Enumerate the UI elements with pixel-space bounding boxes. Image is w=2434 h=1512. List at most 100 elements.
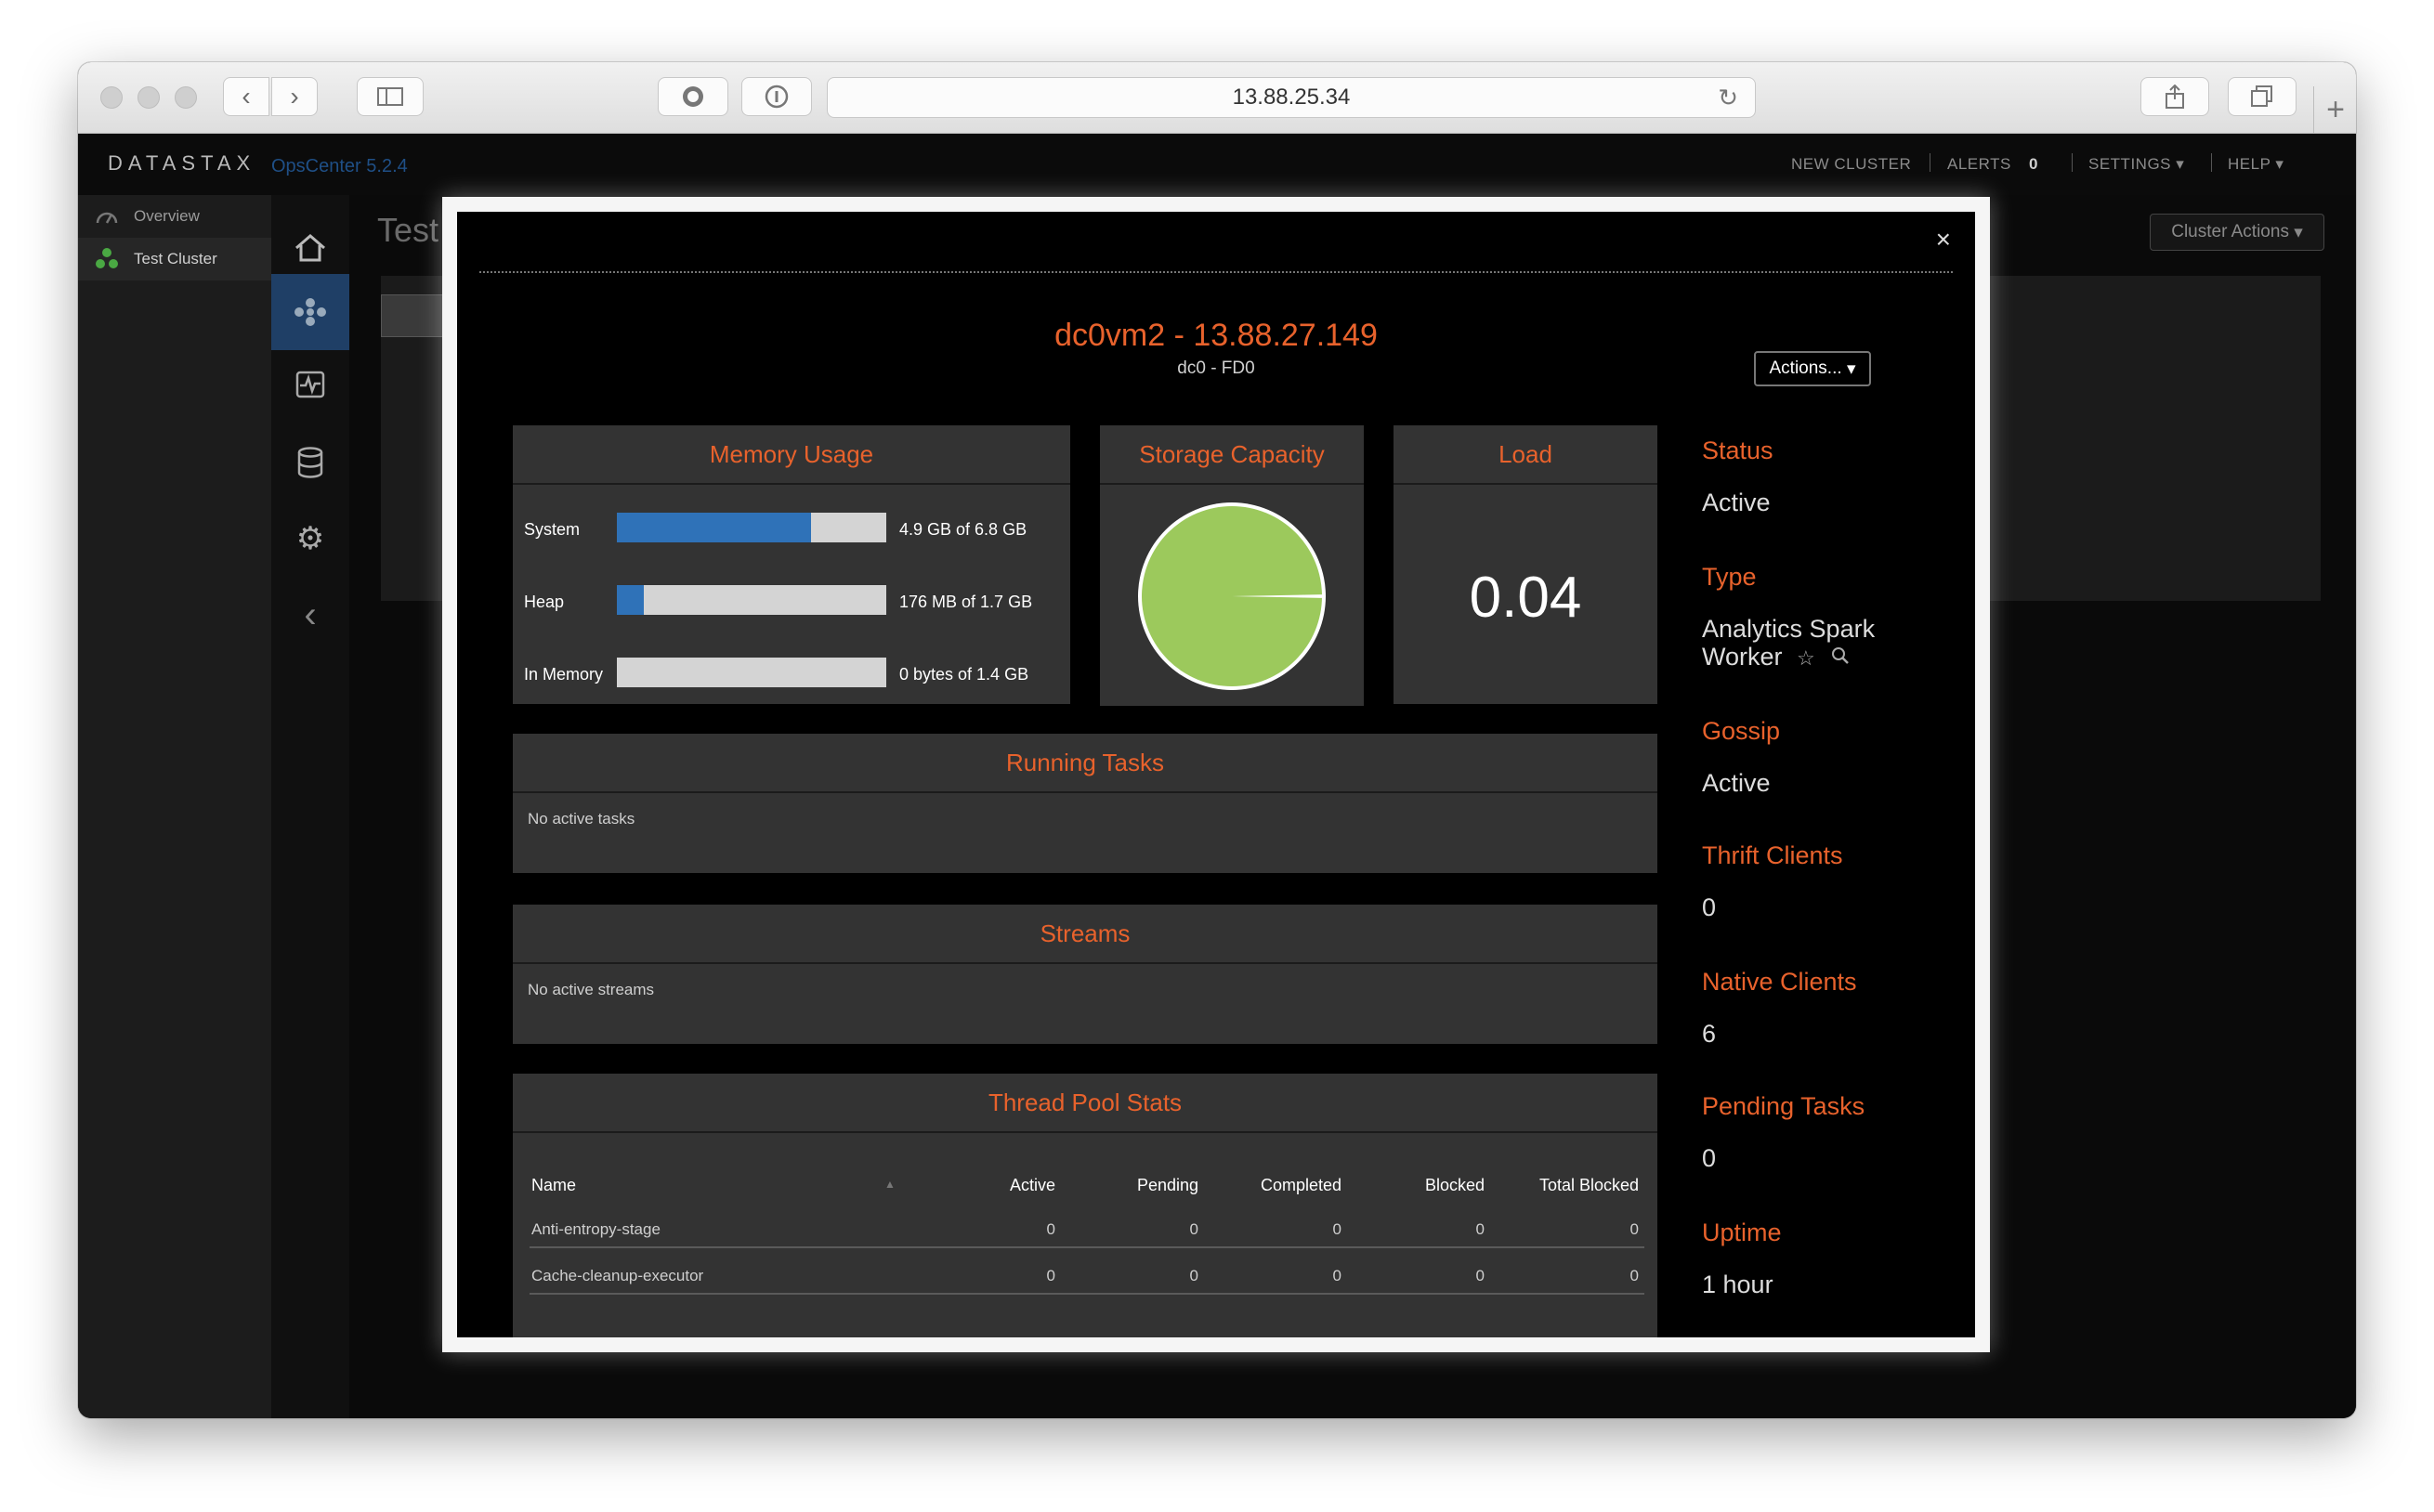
table-cell-pending: 0	[1189, 1220, 1198, 1238]
nav-help[interactable]: HELP ▾	[2228, 155, 2284, 174]
table-cell-pending: 0	[1189, 1267, 1198, 1284]
gauge-icon	[96, 212, 118, 224]
gear-icon: ⚙	[295, 521, 325, 556]
chevron-right-icon: ›	[290, 82, 299, 111]
column-header-total-blocked[interactable]: Total Blocked	[1538, 1176, 1639, 1194]
nav-divider	[2072, 153, 2073, 172]
storage-pie-chart	[1138, 502, 1326, 690]
memory-bar-fill	[617, 585, 644, 615]
uptime-value: 1 hour	[1702, 1271, 1773, 1298]
close-window-button[interactable]	[100, 86, 123, 109]
nav-help-label: HELP	[2228, 155, 2271, 173]
table-cell-active: 0	[1046, 1267, 1055, 1284]
actions-label: Actions...	[1769, 358, 1842, 378]
row-divider	[530, 1293, 1644, 1295]
alerts-count-badge: 0	[2029, 155, 2038, 173]
node-subtitle: dc0 - FD0	[1177, 358, 1255, 378]
type-value-text: Worker	[1702, 643, 1783, 671]
cluster-icon	[96, 248, 118, 268]
home-icon	[295, 234, 325, 262]
load-value: 0.04	[1469, 566, 1582, 630]
pending-tasks-label: Pending Tasks	[1702, 1092, 1865, 1120]
tabs-icon	[2251, 85, 2272, 107]
table-cell-active: 0	[1046, 1220, 1055, 1238]
uptime-label: Uptime	[1702, 1219, 1782, 1246]
load-panel: Load 0.04	[1394, 425, 1657, 704]
sidebar-item-test-cluster[interactable]: Test Cluster	[78, 238, 271, 280]
star-icon[interactable]: ☆	[1797, 646, 1815, 670]
cluster-actions-button[interactable]: Cluster Actions ▾	[2150, 214, 2324, 251]
sidebar-item-overview[interactable]: Overview	[78, 195, 271, 238]
table-cell-name: Anti-entropy-stage	[531, 1220, 661, 1238]
close-button[interactable]: ×	[1935, 225, 1951, 254]
table-cell-blocked: 0	[1475, 1220, 1485, 1238]
caret-down-icon: ▾	[2294, 222, 2303, 242]
actions-dropdown[interactable]: Actions... ▾	[1754, 351, 1871, 386]
streams-panel: Streams No active streams	[513, 905, 1657, 1044]
data-button[interactable]	[271, 430, 349, 495]
zoom-window-button[interactable]	[175, 86, 197, 109]
panel-title: Load	[1394, 425, 1657, 485]
gossip-value: Active	[1702, 769, 1771, 797]
chevron-left-icon: ‹	[304, 593, 317, 635]
password-button[interactable]	[741, 77, 812, 116]
extension-button[interactable]	[658, 77, 728, 116]
home-button[interactable]	[271, 220, 349, 276]
new-tab-button[interactable]: +	[2313, 86, 2356, 133]
panel-title: Thread Pool Stats	[513, 1074, 1657, 1133]
dashboard-button[interactable]	[271, 352, 349, 417]
thread-pool-panel: Thread Pool Stats Name ▲ Active Pending …	[513, 1074, 1657, 1337]
minimize-window-button[interactable]	[137, 86, 160, 109]
sidebar-item-label: Test Cluster	[134, 250, 217, 267]
reload-icon[interactable]: ↻	[1718, 84, 1738, 111]
url-text: 13.88.25.34	[1232, 85, 1351, 110]
running-tasks-panel: Running Tasks No active tasks	[513, 734, 1657, 873]
cluster-sidebar	[78, 195, 271, 1418]
nav-alerts[interactable]: ALERTS	[1947, 155, 2011, 173]
column-header-pending[interactable]: Pending	[1136, 1176, 1198, 1194]
table-cell-blocked: 0	[1475, 1267, 1485, 1284]
activity-icon	[295, 371, 325, 398]
memory-label-in-memory: In Memory	[524, 665, 604, 684]
plus-icon: +	[2326, 91, 2345, 127]
nav-settings[interactable]: SETTINGS ▾	[2088, 155, 2184, 174]
thrift-clients-value: 0	[1702, 893, 1717, 921]
tabs-button[interactable]	[2228, 77, 2297, 116]
sidebar-item-label: Overview	[134, 207, 200, 225]
node-title: dc0vm2 - 13.88.27.149	[1054, 318, 1378, 353]
memory-bar-heap	[617, 585, 886, 615]
back-button[interactable]: ‹	[223, 77, 269, 116]
status-value: Active	[1702, 489, 1771, 516]
column-header-active[interactable]: Active	[1009, 1176, 1055, 1194]
modal-divider	[479, 271, 1953, 273]
product-version: OpsCenter 5.2.4	[271, 156, 408, 176]
collapse-button[interactable]: ‹	[271, 582, 349, 647]
status-label: Status	[1702, 437, 1773, 464]
column-header-name[interactable]: Name	[531, 1176, 577, 1194]
cluster-view-button[interactable]	[271, 274, 349, 350]
empty-state-text: No active streams	[528, 981, 655, 998]
info-icon	[765, 85, 789, 109]
caret-down-icon: ▾	[1846, 358, 1856, 379]
memory-bar-fill	[617, 513, 811, 542]
memory-value-system: 4.9 GB of 6.8 GB	[899, 520, 1027, 539]
share-button[interactable]	[2140, 77, 2209, 116]
memory-value-heap: 176 MB of 1.7 GB	[899, 593, 1033, 611]
storage-capacity-panel: Storage Capacity	[1100, 425, 1364, 706]
memory-bar-in-memory	[617, 658, 886, 687]
memory-label-heap: Heap	[524, 593, 565, 611]
sidebar-toggle-button[interactable]	[357, 77, 424, 116]
nodes-icon	[294, 298, 326, 326]
settings-button[interactable]: ⚙	[271, 506, 349, 571]
column-header-blocked[interactable]: Blocked	[1424, 1176, 1485, 1194]
search-icon[interactable]	[1831, 643, 1850, 671]
chevron-left-icon: ‹	[242, 82, 251, 111]
nav-divider	[2211, 153, 2212, 172]
table-cell-completed: 0	[1332, 1267, 1341, 1284]
sidebar-icon	[377, 87, 403, 106]
forward-button[interactable]: ›	[271, 77, 318, 116]
sort-asc-icon[interactable]: ▲	[884, 1178, 896, 1191]
column-header-completed[interactable]: Completed	[1260, 1176, 1341, 1194]
address-bar[interactable]: 13.88.25.34 ↻	[827, 77, 1756, 118]
nav-new-cluster[interactable]: NEW CLUSTER	[1791, 155, 1912, 173]
